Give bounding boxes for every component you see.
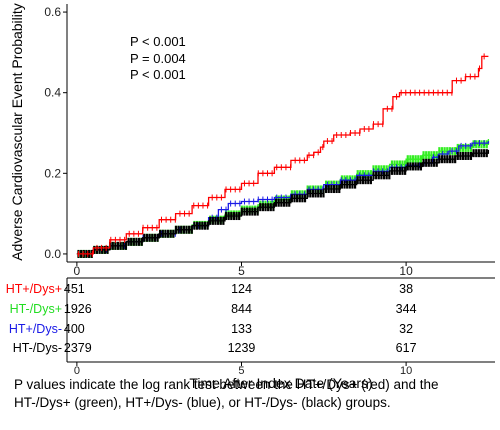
risk-count: 344 [396,302,417,316]
risk-row-label: HT+/Dys- [9,322,62,336]
p-value-green: P < 0.001 [130,34,186,49]
censor-marks-ht-dys [77,149,488,258]
p-value-black: P < 0.001 [130,67,186,82]
risk-count: 844 [231,302,252,316]
y-axis-ticks: 0.0 0.2 0.4 0.6 [44,5,67,261]
risk-table-x-ticks: 0 5 10 [74,362,412,377]
risk-count: 124 [231,282,252,296]
risk-count: 32 [399,322,413,336]
risk-row-label: HT+/Dys+ [6,282,62,296]
p-value-blue: P = 0.004 [130,51,186,66]
x-tick-label: 10 [399,264,413,278]
y-tick-label: 0.2 [44,166,61,180]
y-tick-label: 0.4 [44,86,61,100]
risk-row-ht-dys: HT+/Dys+ 451 124 38 [6,282,413,296]
risk-count: 451 [64,282,85,296]
risk-x-tick-label: 0 [74,365,80,377]
x-tick-label: 0 [74,264,81,278]
figure-caption: P values indicate the log rank test betw… [14,377,439,410]
y-tick-label: 0.0 [44,247,61,261]
risk-count: 617 [396,341,417,355]
risk-count: 400 [64,322,85,336]
risk-count: 2379 [64,341,92,355]
risk-table: HT+/Dys+ 451 124 38 HT-/Dys+ 1926 844 344 HT+/Dy… [6,277,495,391]
risk-table-rows: HT+/Dys+ 451 124 38 HT-/Dys+ 1926 844 344 HT+/Dy… [6,282,417,355]
x-tick-label: 5 [238,264,245,278]
risk-count: 38 [399,282,413,296]
risk-row-label: HT-/Dys- [13,341,62,355]
censor-marks-ht-dys [78,53,485,257]
series-ht-dys [76,53,489,257]
risk-row-label: HT-/Dys+ [10,302,62,316]
risk-x-tick-label: 5 [238,365,244,377]
risk-count: 1239 [228,341,256,355]
risk-count: 133 [231,322,252,336]
y-axis-label: Adverse Cardiovascular Event Probability [9,3,25,261]
risk-x-tick-label: 10 [400,365,412,377]
x-axis-label: Time After Index Date (Years) [189,375,372,391]
series-ht-dys [76,149,490,258]
risk-row-ht-dys: HT-/Dys- 2379 1239 617 [13,341,417,355]
survival-plot-area: 0.0 0.2 0.4 0.6 0 5 10 Adverse Cardiovascular… [9,3,495,278]
series-layer [76,53,490,258]
risk-count: 1926 [64,302,92,316]
risk-row-ht-dys: HT-/Dys+ 1926 844 344 [10,302,417,316]
x-axis-ticks: 0 5 10 [74,262,413,278]
y-tick-label: 0.6 [44,5,61,19]
risk-row-ht-dys: HT+/Dys- 400 133 32 [9,322,413,336]
